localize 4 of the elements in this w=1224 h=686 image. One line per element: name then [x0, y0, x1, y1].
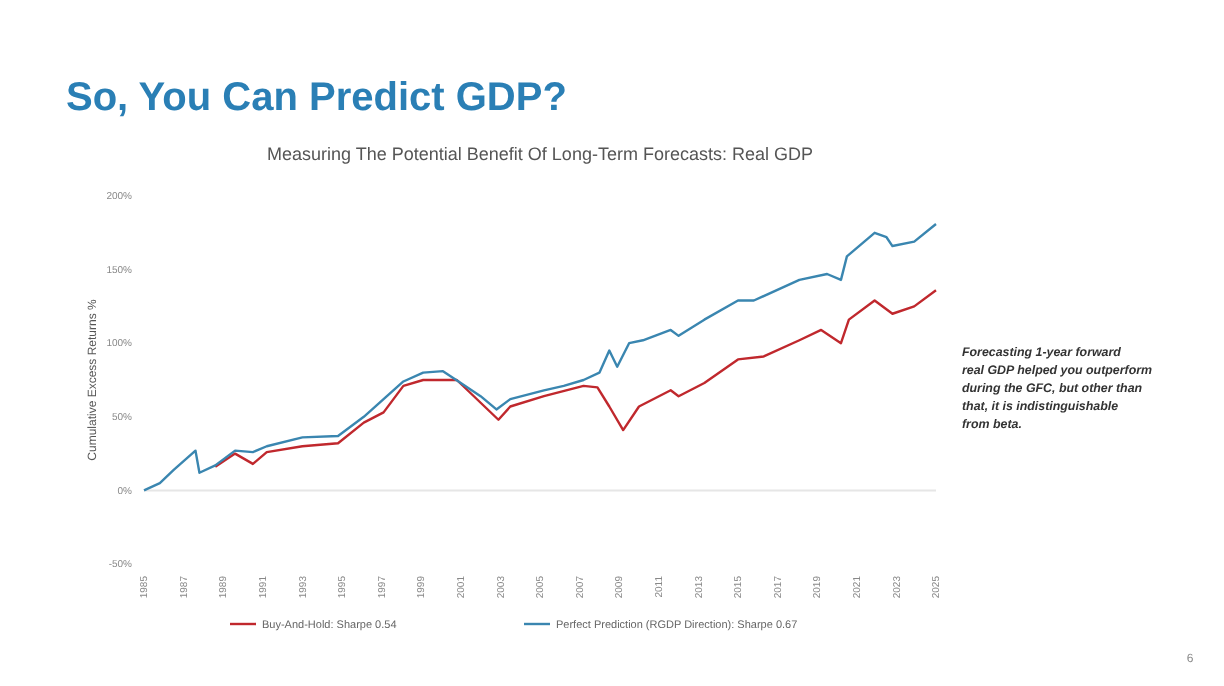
- line-series: [214, 289, 938, 469]
- chart-title: So, You Can Predict GDP?: [66, 76, 567, 120]
- line-series: [142, 222, 938, 492]
- chart-subtitle: Measuring The Potential Benefit Of Long-Term Forecasts: Real GDP: [267, 144, 813, 164]
